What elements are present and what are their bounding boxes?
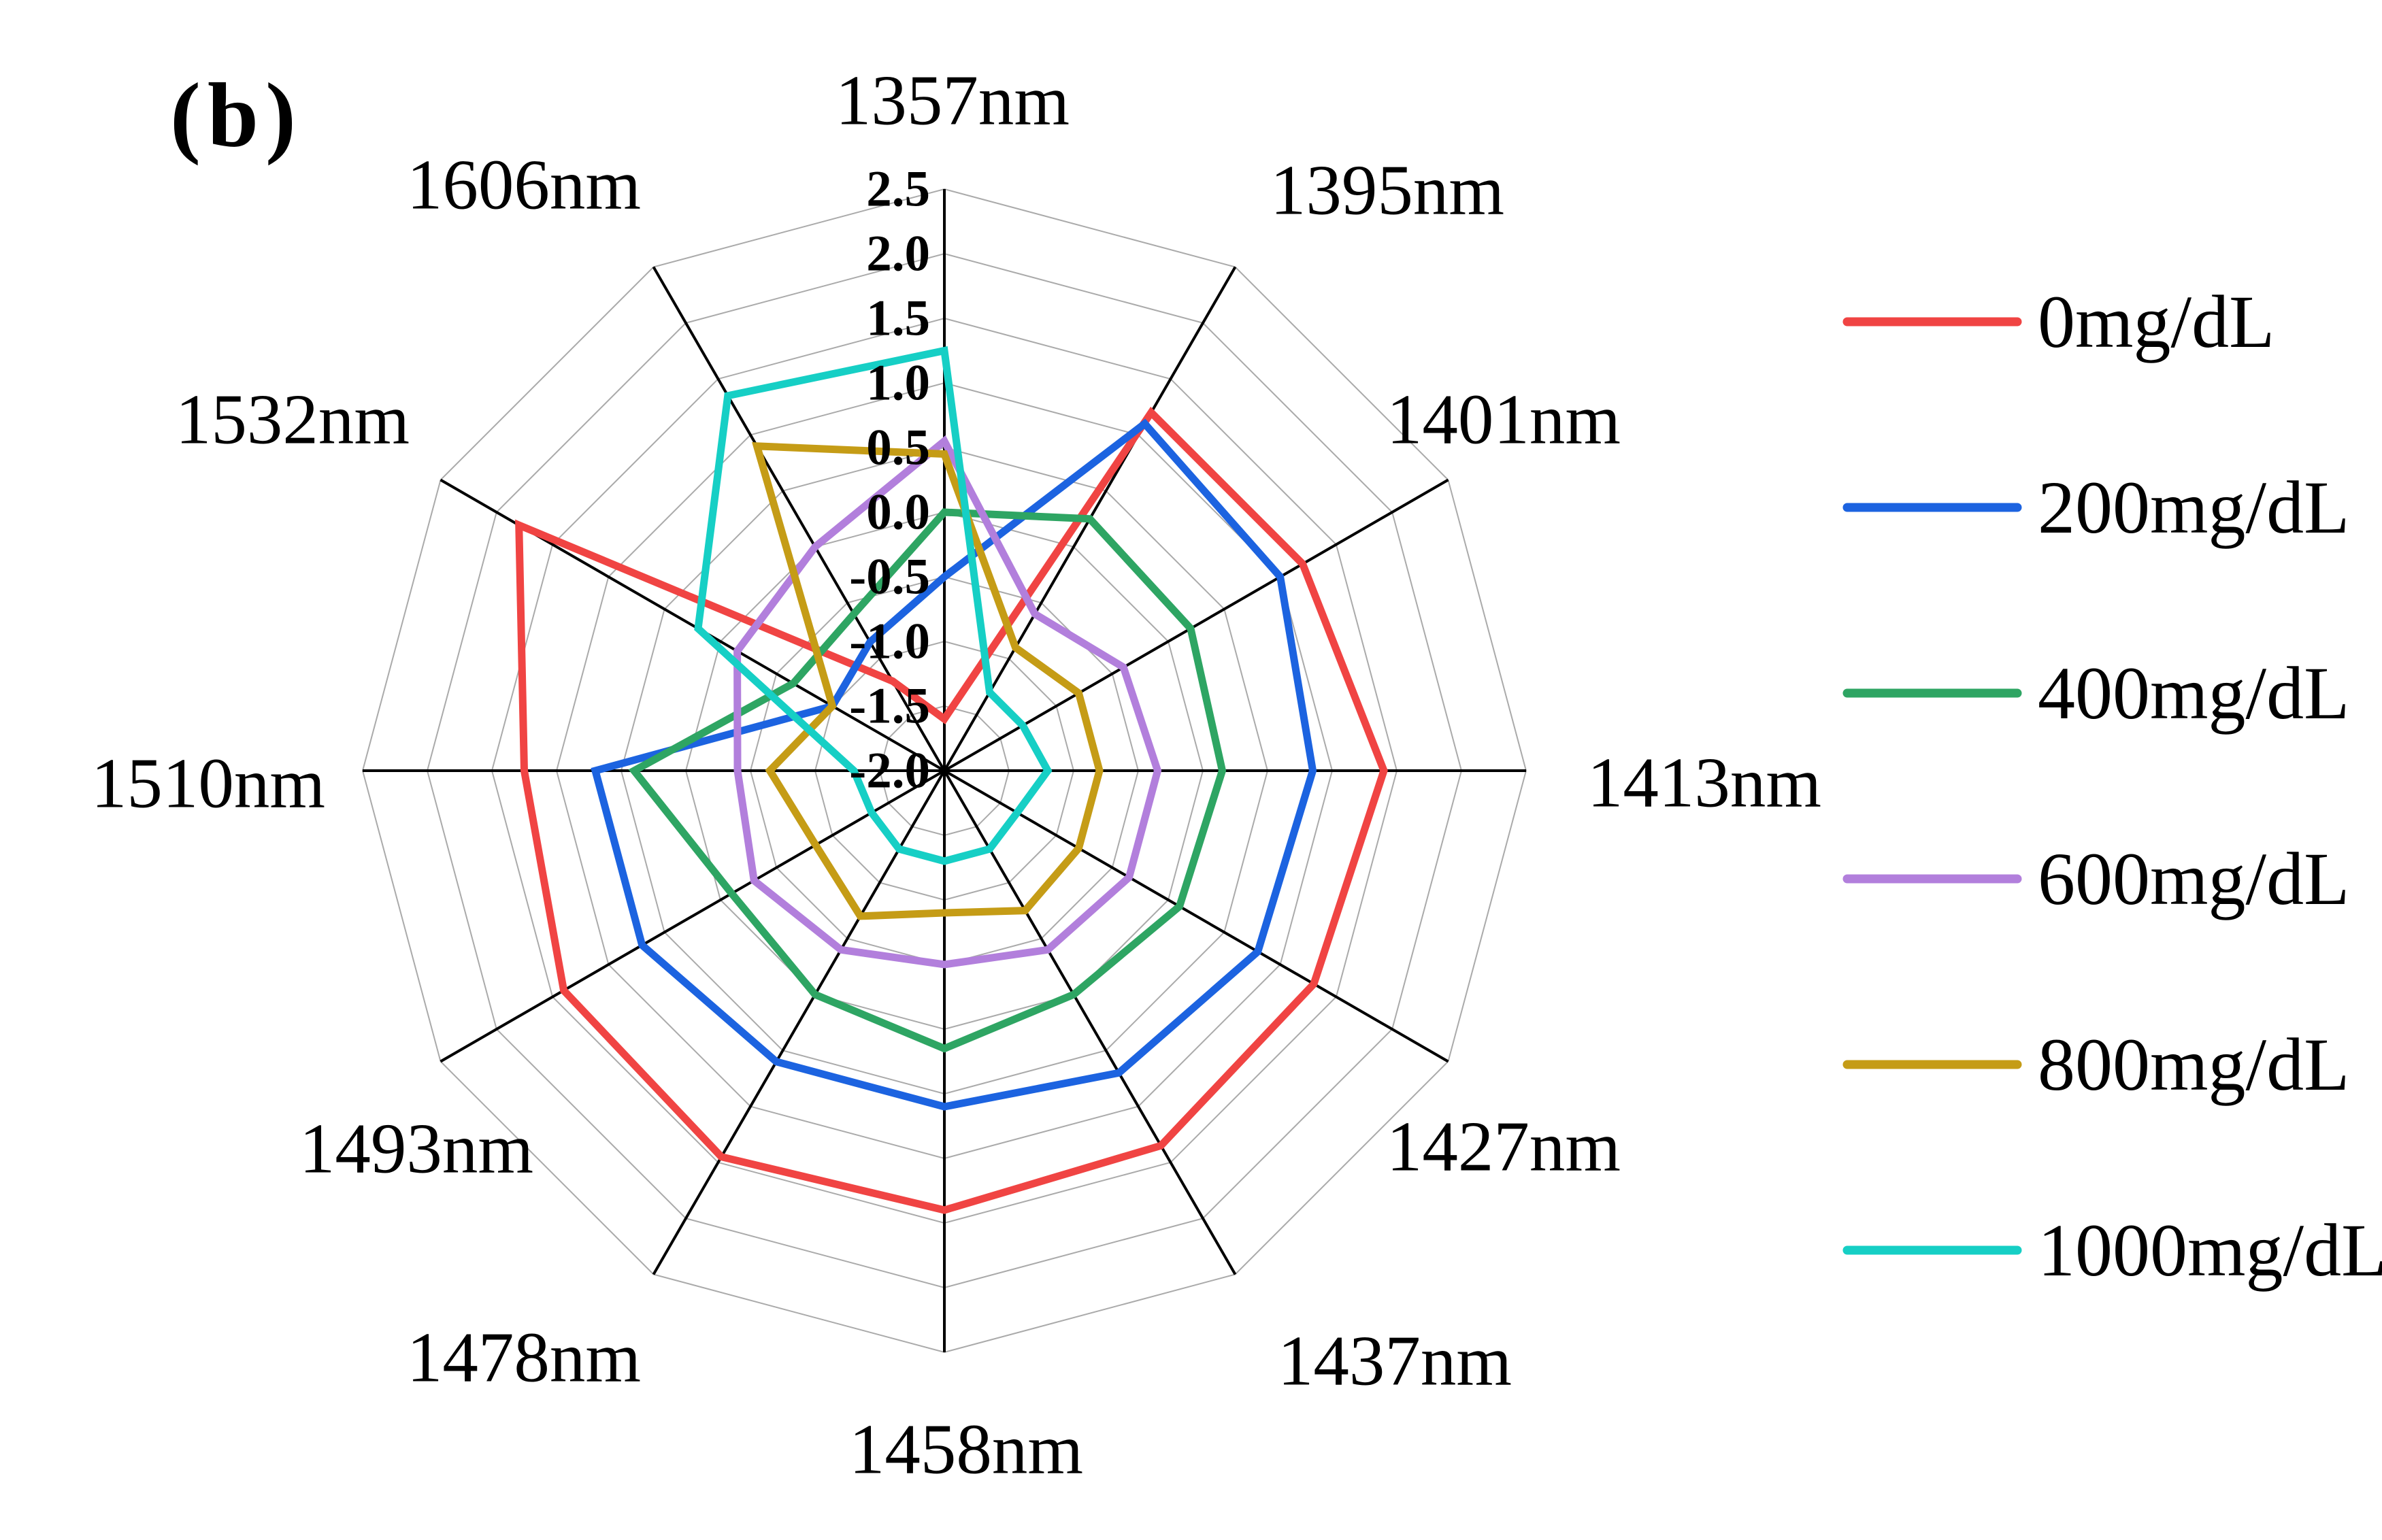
axis-spoke (943, 478, 1449, 772)
axis-label-1532nm: 1532nm (176, 380, 410, 459)
axis-label-1606nm: 1606nm (407, 145, 641, 224)
radial-tick-label: 2.0 (866, 226, 930, 282)
axis-spoke (943, 769, 1237, 1275)
series-0mgdl (515, 406, 1388, 1214)
radial-tick-label: -0.5 (849, 549, 930, 605)
legend-label-600mgdl: 600mg/dL (2038, 837, 2349, 920)
axis-label-1357nm: 1357nm (836, 61, 1070, 140)
axis-label-1458nm: 1458nm (849, 1409, 1083, 1489)
axis-spoke (652, 769, 946, 1275)
radial-tick-label: 0.0 (866, 484, 930, 541)
radial-tick-label: -1.5 (849, 678, 930, 735)
axis-label-1395nm: 1395nm (1270, 150, 1504, 230)
legend-label-800mgdl: 800mg/dL (2038, 1023, 2349, 1106)
axis-label-1437nm: 1437nm (1278, 1321, 1512, 1401)
legend-label-0mgdl: 0mg/dL (2038, 280, 2275, 363)
radial-tick-label: 1.5 (866, 290, 930, 347)
radial-tick-label: 0.5 (866, 420, 930, 476)
axis-label-1401nm: 1401nm (1387, 380, 1621, 459)
series-400mgdl (628, 508, 1227, 1053)
series-600mgdl (733, 435, 1162, 969)
axis-spoke (943, 769, 1449, 1063)
legend-label-1000mgdl: 1000mg/dL (2038, 1209, 2382, 1292)
series-1000mgdl (694, 346, 1053, 865)
axis-label-1427nm: 1427nm (1387, 1107, 1621, 1186)
radial-tick-label: -1.0 (849, 614, 930, 670)
panel-label: (b) (170, 65, 303, 167)
legend-label-200mgdl: 200mg/dL (2038, 466, 2349, 549)
radial-tick-label: 2.5 (866, 161, 930, 218)
series-800mgdl (752, 442, 1104, 920)
axis-label-1510nm: 1510nm (91, 743, 325, 823)
radial-tick-label: 1.0 (866, 355, 930, 412)
legend-label-400mgdl: 400mg/dL (2038, 652, 2349, 735)
axis-label-1493nm: 1493nm (299, 1109, 533, 1188)
axis-label-1478nm: 1478nm (407, 1318, 641, 1397)
radial-tick-label: -2.0 (849, 743, 930, 799)
axis-spoke (440, 769, 945, 1063)
axis-label-1413nm: 1413nm (1587, 743, 1821, 822)
